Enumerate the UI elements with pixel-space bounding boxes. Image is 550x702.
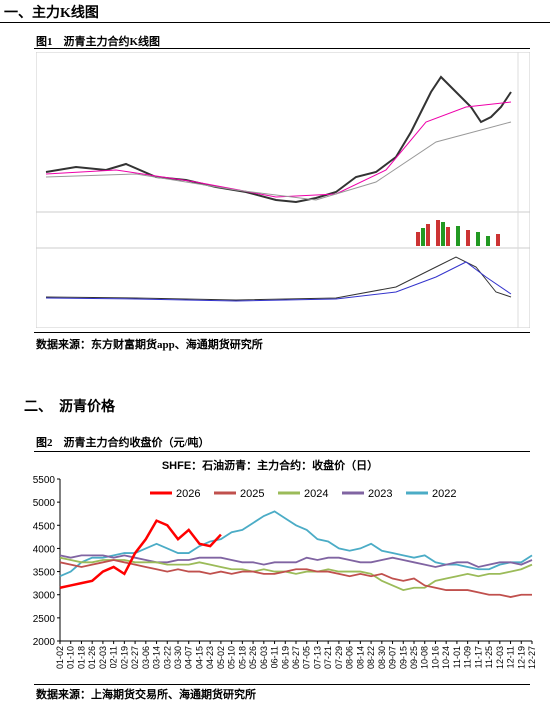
x-tick-label: 11-01 [452, 646, 462, 668]
y-tick-label: 2000 [33, 637, 56, 648]
y-tick-label: 2500 [33, 614, 56, 625]
x-tick-label: 07-21 [323, 646, 333, 669]
x-tick-label: 08-22 [366, 646, 376, 669]
y-tick-label: 5500 [33, 475, 56, 486]
y-tick-label: 3500 [33, 568, 56, 579]
x-tick-label: 03-22 [162, 646, 172, 669]
y-tick-label: 4500 [33, 521, 56, 532]
x-tick-label: 01-10 [66, 646, 76, 669]
series-line [59, 519, 222, 589]
rule [34, 451, 530, 452]
x-tick-label: 05-02 [216, 646, 226, 669]
rule [34, 684, 530, 685]
section-heading: 一、主力K线图 [4, 6, 99, 21]
x-tick-label: 09-25 [409, 646, 419, 669]
section-heading: 二、 沥青价格 [24, 400, 115, 415]
x-tick-label: 11-09 [463, 646, 473, 668]
rule [0, 22, 550, 23]
x-tick-label: 12-19 [516, 646, 526, 669]
x-tick-label: 06-11 [270, 646, 280, 668]
rule [34, 332, 530, 333]
x-tick-label: 09-07 [388, 646, 398, 669]
signal-line [45, 261, 512, 302]
moving-average [45, 121, 512, 201]
x-tick-label: 01-26 [87, 646, 97, 669]
x-tick-label: 03-14 [152, 646, 162, 669]
x-tick-label: 01-02 [55, 646, 65, 669]
source-note: 数据来源：东方财富期货app、海通期货研究所 [36, 339, 263, 351]
legend-label: 2024 [304, 488, 328, 500]
x-tick-label: 05-18 [237, 646, 247, 669]
x-tick-label: 10-24 [441, 646, 451, 669]
legend-label: 2026 [176, 488, 200, 500]
x-tick-label: 11-17 [473, 646, 483, 668]
x-tick-label: 05-10 [227, 646, 237, 669]
chart-title: SHFE：石油沥青：主力合约：收盘价（日） [162, 458, 378, 472]
legend-label: 2025 [240, 488, 264, 500]
x-tick-label: 01-18 [76, 646, 86, 669]
y-tick-label: 3000 [33, 591, 56, 602]
series-line [59, 559, 532, 598]
series-line [59, 556, 533, 592]
x-tick-label: 10-08 [420, 646, 430, 669]
y-tick-label: 4000 [33, 544, 56, 555]
rule [34, 48, 530, 49]
x-tick-label: 12-03 [495, 646, 505, 669]
x-tick-label: 11-25 [484, 646, 494, 668]
volume-bars [421, 222, 490, 246]
x-tick-label: 04-23 [205, 646, 215, 669]
x-tick-label: 08-06 [345, 646, 355, 669]
x-tick-label: 12-27 [527, 646, 537, 669]
x-tick-label: 02-19 [119, 646, 129, 669]
x-tick-label: 10-16 [430, 646, 440, 669]
x-tick-label: 06-19 [280, 646, 290, 669]
x-tick-label: 04-15 [194, 646, 204, 669]
x-tick-label: 08-30 [377, 646, 387, 669]
frame [36, 52, 530, 328]
x-tick-label: 07-05 [302, 646, 312, 669]
figure-title: 图2 沥青主力合约收盘价（元/吨） [36, 437, 210, 449]
x-tick-label: 04-07 [184, 646, 194, 669]
x-tick-label: 03-06 [141, 646, 151, 669]
x-tick-label: 03-30 [173, 646, 183, 669]
series-line [59, 510, 533, 578]
x-tick-label: 12-11 [506, 646, 516, 668]
x-tick-label: 02-27 [130, 646, 140, 669]
x-tick-label: 08-14 [355, 646, 365, 669]
volume-bars [416, 220, 500, 246]
source-note: 数据来源：上海期货交易所、海通期货研究所 [36, 689, 256, 701]
x-tick-label: 02-11 [109, 646, 119, 668]
x-tick-label: 06-03 [259, 646, 269, 669]
x-tick-label: 07-13 [312, 646, 322, 669]
legend-label: 2023 [368, 488, 392, 500]
macd-line [45, 256, 512, 301]
chart: SHFE：石油沥青：主力合约：收盘价（日） 2000 2500 3000 3500 40… [33, 458, 537, 669]
y-tick-label: 5000 [33, 498, 56, 509]
legend-label: 2022 [432, 488, 456, 500]
kline-screenshot [36, 52, 530, 328]
figure-title: 图1 沥青主力合约K线图 [36, 36, 161, 48]
series-line [59, 554, 533, 568]
x-tick-label: 06-27 [291, 646, 301, 669]
x-tick-label: 07-29 [334, 646, 344, 669]
x-tick-label: 02-03 [98, 646, 108, 669]
x-tick-label: 05-26 [248, 646, 258, 669]
x-tick-label: 09-15 [398, 646, 408, 669]
